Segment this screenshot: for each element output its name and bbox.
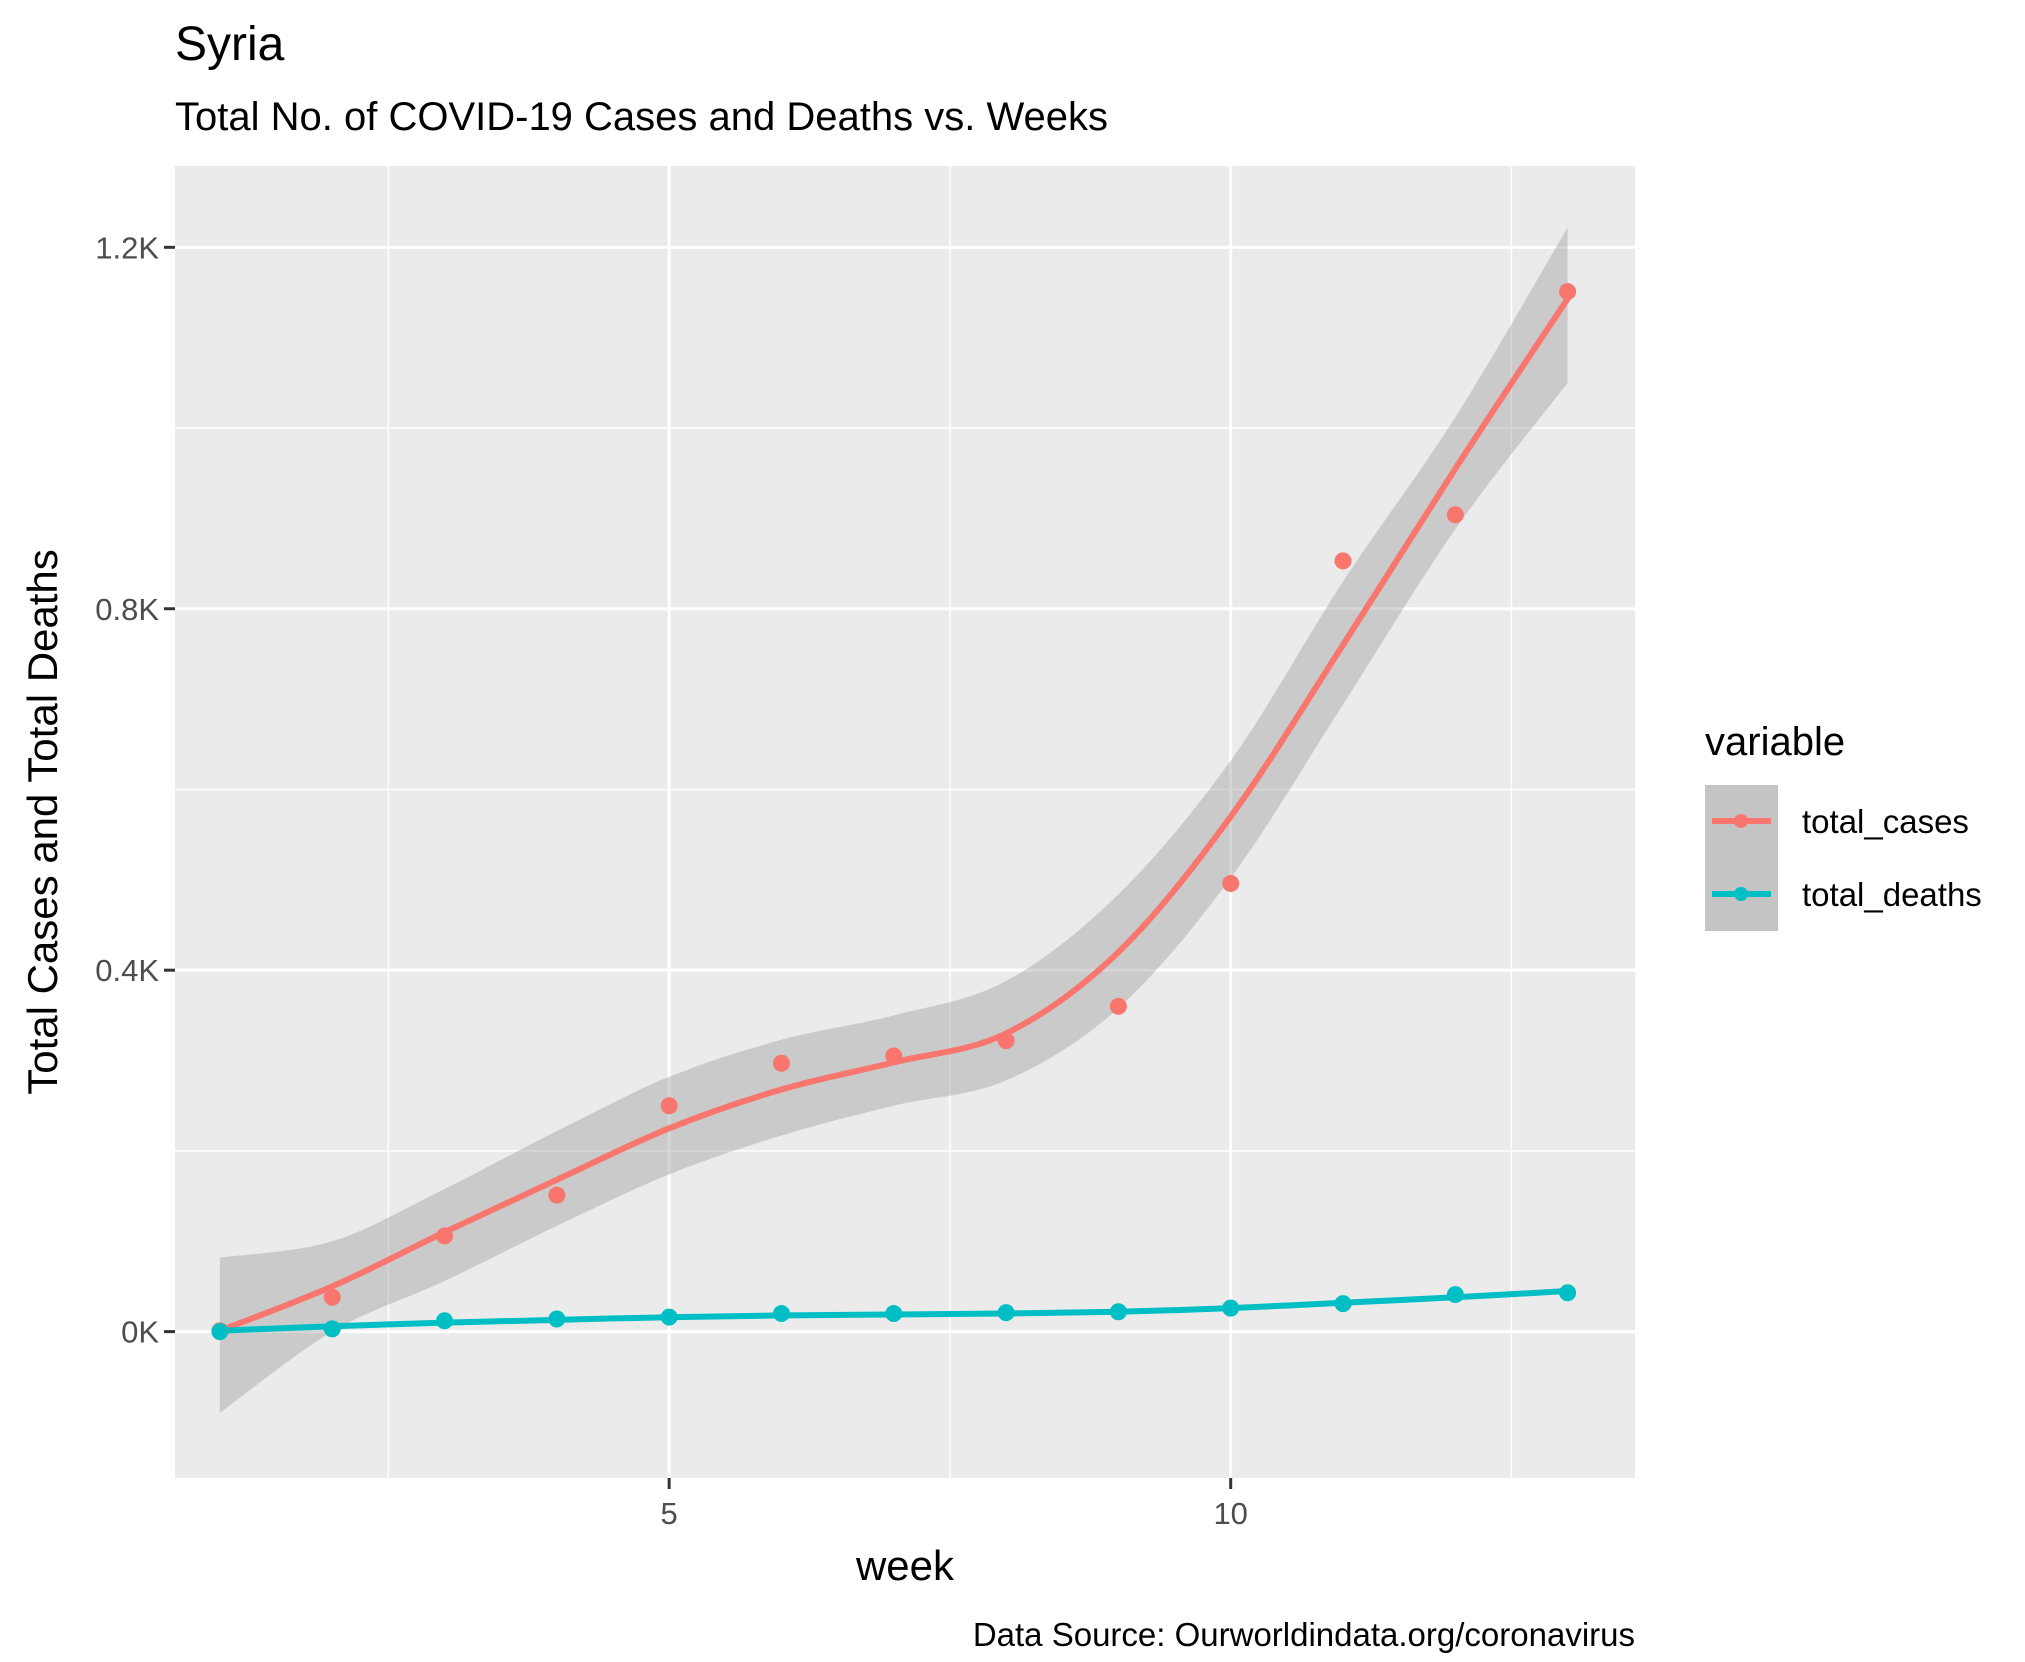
point-total-deaths [885,1305,903,1323]
point-total-deaths [436,1312,454,1330]
x-axis: 5 10 [661,1478,1248,1531]
point-total-cases [997,1032,1015,1050]
point-total-deaths [548,1310,566,1328]
point-total-deaths [1222,1299,1240,1317]
y-axis-label: Total Cases and Total Deaths [19,549,66,1095]
confidence-bands [219,227,1568,1413]
point-total-deaths [660,1308,678,1326]
point-total-deaths [211,1323,229,1341]
point-total-cases [885,1047,903,1065]
chart-title: Syria [175,18,285,71]
legend: variable total_cases total_deaths [1705,720,1982,931]
legend-label-total-cases: total_cases [1802,803,1969,840]
point-total-cases [1334,552,1352,570]
point-total-cases [548,1186,566,1204]
point-total-deaths [1559,1284,1577,1302]
grid-major [175,166,1635,1478]
point-total-cases [436,1227,454,1245]
y-tick-label: 0.8K [95,592,159,627]
y-tick-label: 1.2K [95,230,159,265]
caption: Data Source: Ourworldindata.org/coronavi… [973,1616,1635,1653]
legend-point-total-deaths [1734,887,1748,901]
y-tick-label: 0.4K [95,953,159,988]
legend-label-total-deaths: total_deaths [1802,876,1982,913]
point-total-cases [1222,874,1240,892]
y-tick-label: 0K [121,1315,159,1350]
point-total-cases [772,1054,790,1072]
point-total-cases [660,1097,678,1115]
data-points [211,283,1577,1341]
point-total-deaths [1446,1286,1464,1304]
legend-title: variable [1705,720,1845,764]
point-total-cases [1446,506,1464,524]
x-tick-label: 5 [661,1496,678,1531]
point-total-deaths [1109,1303,1127,1321]
point-total-cases [1559,283,1577,301]
x-axis-label: week [855,1542,955,1589]
band-total-cases [219,227,1568,1413]
point-total-deaths [772,1305,790,1323]
point-total-cases [323,1288,341,1306]
point-total-cases [1109,997,1127,1015]
legend-point-total-cases [1734,814,1748,828]
point-total-deaths [997,1304,1015,1322]
x-tick-label: 10 [1213,1496,1247,1531]
chart-subtitle: Total No. of COVID-19 Cases and Deaths v… [175,95,1108,139]
plot-panel [175,166,1635,1478]
line-total-cases [216,295,1571,1334]
point-total-deaths [323,1320,341,1338]
point-total-deaths [1334,1295,1352,1313]
y-axis: 0K 0.4K 0.8K 1.2K [95,230,175,1350]
